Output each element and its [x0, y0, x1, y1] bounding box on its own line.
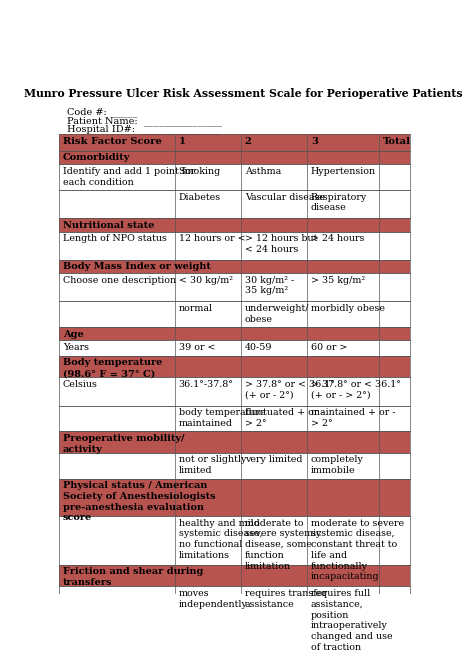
Bar — [59, 260, 410, 273]
Bar — [59, 190, 410, 218]
Text: > 24 hours: > 24 hours — [311, 234, 364, 243]
Text: not or slightly
limited: not or slightly limited — [179, 456, 246, 475]
Text: 2: 2 — [245, 137, 252, 145]
Bar — [59, 231, 410, 260]
Text: > 37.8° or < 36.1°
(+ or - > 2°): > 37.8° or < 36.1° (+ or - > 2°) — [311, 380, 401, 400]
Text: healthy and mild
systemic disease,
no functional
limitations: healthy and mild systemic disease, no fu… — [179, 519, 262, 560]
Text: moves
independently: moves independently — [179, 589, 247, 609]
Bar — [59, 301, 410, 327]
Text: 60 or >: 60 or > — [311, 343, 347, 352]
Bar — [59, 340, 410, 356]
Text: Risk Factor Score: Risk Factor Score — [63, 137, 162, 145]
Text: Hypertension: Hypertension — [311, 167, 376, 176]
Text: Choose one description: Choose one description — [63, 275, 176, 285]
Text: Length of NPO status: Length of NPO status — [63, 234, 167, 243]
Bar — [59, 586, 410, 638]
Text: < 30 kg/m²: < 30 kg/m² — [179, 275, 233, 285]
Text: Smoking: Smoking — [179, 167, 221, 176]
Text: Patient Name:  ________________: Patient Name: ________________ — [67, 116, 222, 125]
Text: Body temperature
(98.6° F = 37° C): Body temperature (98.6° F = 37° C) — [63, 358, 162, 378]
Bar — [59, 479, 410, 516]
Text: Diabetes: Diabetes — [179, 193, 221, 201]
Text: > 12 hours but
< 24 hours: > 12 hours but < 24 hours — [245, 234, 317, 254]
Text: underweight/
obese: underweight/ obese — [245, 304, 309, 323]
Text: > 35 kg/m²: > 35 kg/m² — [311, 275, 365, 285]
Text: Nutritional state: Nutritional state — [63, 221, 155, 229]
Bar — [59, 273, 410, 301]
Bar — [59, 453, 410, 479]
Bar — [59, 406, 410, 432]
Text: 3: 3 — [311, 137, 318, 145]
Text: > 37.8° or < 36.1°
(+ or - 2°): > 37.8° or < 36.1° (+ or - 2°) — [245, 380, 335, 400]
Text: Celsius: Celsius — [63, 380, 98, 389]
Text: Age: Age — [63, 329, 84, 339]
Text: Vascular disease: Vascular disease — [245, 193, 325, 201]
Text: Preoperative mobility/
activity: Preoperative mobility/ activity — [63, 434, 184, 454]
Text: Total: Total — [383, 137, 410, 145]
Text: moderate to
severe systemic
disease, some
function
limitation: moderate to severe systemic disease, som… — [245, 519, 321, 571]
Bar — [59, 151, 410, 164]
Text: Years: Years — [63, 343, 89, 352]
Text: Hospital ID#:  ________________: Hospital ID#: ________________ — [67, 125, 219, 135]
Text: Body Mass Index or weight: Body Mass Index or weight — [63, 262, 211, 271]
Text: Physical status / American
Society of Anesthesiologists
pre-anesthesia evaluatio: Physical status / American Society of An… — [63, 481, 216, 522]
Text: Comorbidity: Comorbidity — [63, 153, 130, 163]
Text: Friction and shear during
transfers: Friction and shear during transfers — [63, 568, 203, 587]
Text: completely
immobile: completely immobile — [311, 456, 364, 475]
Text: 39 or <: 39 or < — [179, 343, 215, 352]
Text: fluctuated + or -
> 2°: fluctuated + or - > 2° — [245, 408, 324, 428]
Text: 12 hours or <: 12 hours or < — [179, 234, 245, 243]
Text: Asthma: Asthma — [245, 167, 281, 176]
Bar — [59, 378, 410, 406]
Text: maintained + or -
> 2°: maintained + or - > 2° — [311, 408, 395, 428]
Bar — [59, 432, 410, 453]
Text: 36.1°-37.8°: 36.1°-37.8° — [179, 380, 234, 389]
Text: Respiratory
disease: Respiratory disease — [311, 193, 367, 212]
Text: body temperature
maintained: body temperature maintained — [179, 408, 265, 428]
Text: 40-59: 40-59 — [245, 343, 272, 352]
Text: Identify and add 1 point for
each condition: Identify and add 1 point for each condit… — [63, 167, 195, 187]
Text: 30 kg/m² -
35 kg/m²: 30 kg/m² - 35 kg/m² — [245, 275, 294, 295]
Text: 1: 1 — [179, 137, 186, 145]
Text: normal: normal — [179, 304, 213, 313]
Text: moderate to severe
systemic disease,
constant threat to
life and
functionally
in: moderate to severe systemic disease, con… — [311, 519, 404, 582]
Text: requires full
assistance,
position
intraoperatively
changed and use
of traction: requires full assistance, position intra… — [311, 589, 392, 652]
Text: Code #:  _____: Code #: _____ — [67, 107, 138, 117]
Text: very limited: very limited — [245, 456, 302, 464]
Bar — [59, 164, 410, 190]
Bar — [59, 516, 410, 565]
Bar — [59, 134, 410, 151]
Bar — [59, 565, 410, 586]
Text: requires transfer
assistance: requires transfer assistance — [245, 589, 327, 609]
Bar — [59, 356, 410, 378]
Bar — [59, 218, 410, 231]
Bar — [59, 327, 410, 340]
Text: Munro Pressure Ulcer Risk Assessment Scale for Perioperative Patients: Munro Pressure Ulcer Risk Assessment Sca… — [24, 88, 462, 99]
Text: morbidly obese: morbidly obese — [311, 304, 385, 313]
